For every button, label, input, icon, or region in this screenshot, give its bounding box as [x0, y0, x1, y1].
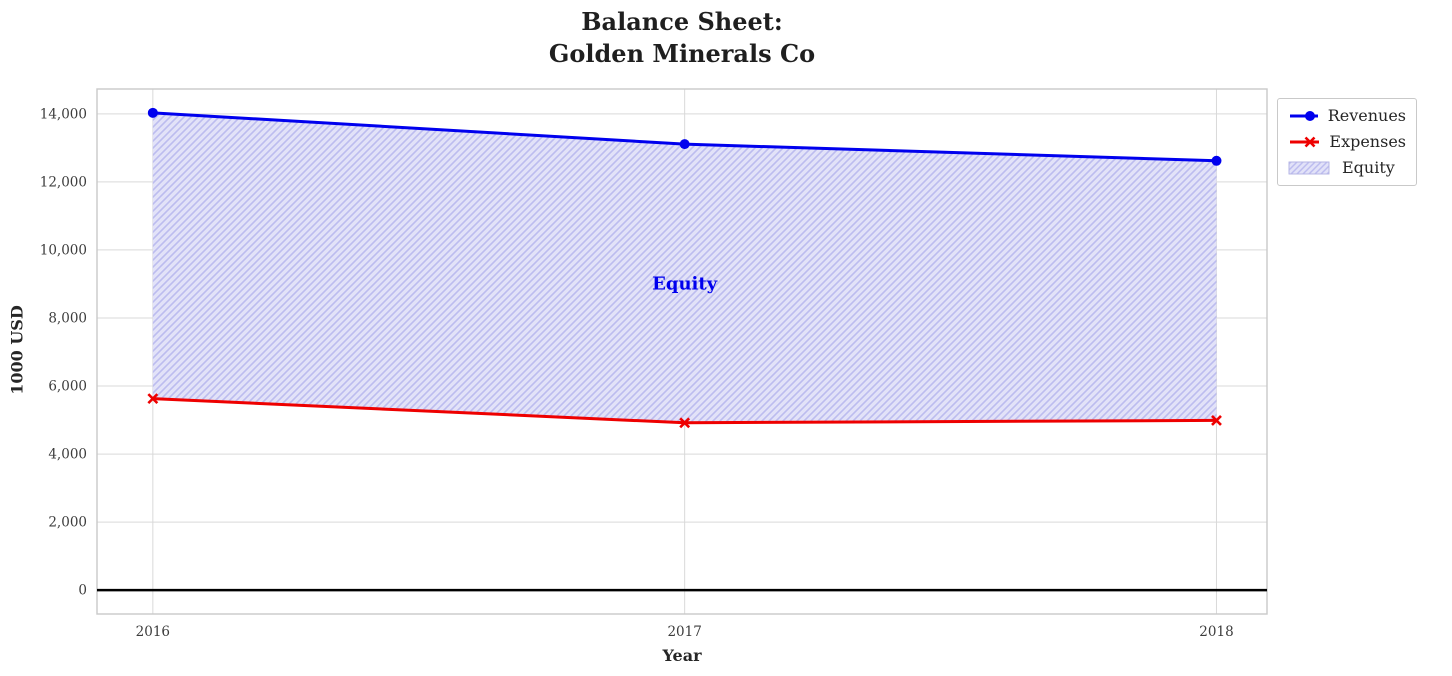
equity-area-hatch [152, 112, 1217, 423]
legend: Revenues Expenses Equity [1277, 98, 1417, 186]
y-tick-label: 6,000 [48, 379, 87, 395]
y-tick-label: 8,000 [48, 310, 87, 326]
x-axis-label: Year [662, 646, 702, 665]
legend-label: Equity [1342, 158, 1395, 177]
chart-title: Balance Sheet: Golden Minerals Co [548, 7, 816, 69]
y-axis-label: 1000 USD [7, 305, 27, 395]
hatched-patch-icon [1288, 161, 1330, 175]
y-tick-label: 2,000 [48, 515, 87, 531]
y-tick-label: 4,000 [48, 447, 87, 463]
legend-label: Expenses [1329, 132, 1406, 151]
legend-item-revenues: Revenues [1288, 107, 1406, 125]
data-point-expenses [1211, 414, 1222, 426]
y-tick-label: 0 [78, 583, 87, 599]
y-tick-label: 14,000 [40, 106, 87, 122]
legend-item-expenses: Expenses [1288, 133, 1406, 151]
data-point-expenses [147, 393, 159, 405]
line-marker-icon [1290, 111, 1318, 121]
x-tick-label: 2017 [667, 624, 701, 640]
x-tick-label: 2016 [136, 624, 170, 640]
plot-border [96, 88, 1268, 615]
line-marker-icon [1290, 136, 1320, 148]
y-tick-label: 10,000 [40, 242, 87, 258]
data-point-expenses [679, 417, 691, 429]
y-tick-label: 12,000 [40, 174, 87, 190]
x-tick-label: 2018 [1199, 624, 1233, 640]
equity-area-annotation: Equity [652, 273, 718, 295]
legend-item-equity: Equity [1288, 159, 1406, 177]
legend-label: Revenues [1327, 106, 1406, 125]
data-point-revenues [147, 107, 158, 118]
data-point-revenues [679, 139, 690, 150]
data-point-revenues [1211, 155, 1222, 166]
